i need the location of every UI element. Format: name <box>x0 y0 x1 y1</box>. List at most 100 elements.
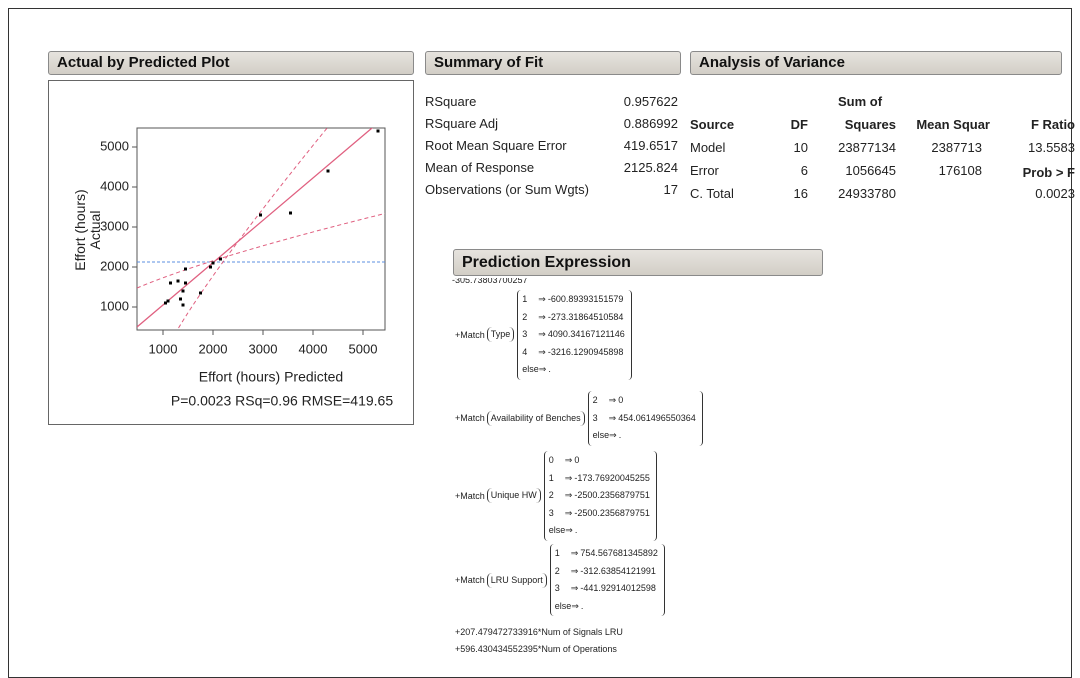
case-value: -273.31864510584 <box>547 311 624 322</box>
else-label: else <box>548 525 566 535</box>
section-header[interactable]: Actual by Predicted Plot <box>48 51 414 75</box>
point <box>219 257 222 261</box>
y-tick-label: 1000 <box>100 298 129 313</box>
match-case: 1 ⇒ 754.567681345892 <box>555 545 658 563</box>
case-level: 2 <box>548 490 554 500</box>
arrow: ⇒ <box>570 583 579 593</box>
case-value: -2500.2356879751 <box>574 507 650 518</box>
arrow: ⇒ <box>609 430 617 440</box>
case-value: -3216.1290945898 <box>547 346 624 357</box>
plot-area <box>137 128 385 330</box>
arrow: ⇒ <box>608 412 617 423</box>
match-variable: Unique HW <box>486 488 541 504</box>
match-case: 2 ⇒ 0 <box>593 392 696 410</box>
case-value: 754.567681345892 <box>580 548 658 558</box>
section-header[interactable]: Analysis of Variance <box>690 51 1062 75</box>
match-prefix: +Match <box>455 329 485 340</box>
x-tick-label: 4000 <box>299 341 328 356</box>
anova-cell: 16 <box>793 186 808 201</box>
arrow: ⇒ <box>570 565 579 576</box>
anova-cell: Error <box>690 163 719 178</box>
column-header: Mean Squar <box>916 117 990 132</box>
intercept: -305.73803700257 <box>452 275 528 285</box>
section-header[interactable]: Prediction Expression <box>453 249 823 276</box>
point <box>259 213 262 217</box>
match-variable: Availability of Benches <box>486 410 585 426</box>
match-else: else⇒. <box>549 522 650 540</box>
column-header: Source <box>690 117 735 132</box>
match-else: else⇒. <box>593 427 696 445</box>
case-level: 2 <box>554 565 560 576</box>
fit-value: 0.957622 <box>623 94 678 109</box>
x-axis-label: Effort (hours) Predicted <box>199 369 343 385</box>
match-cases: 1 ⇒ -600.89393151579 2 ⇒ -273.31864510584 3 ⇒ 40… <box>517 290 632 380</box>
match-cases: 2 ⇒ 0 3 ⇒ 454.061496550364 else⇒. <box>587 391 703 446</box>
case-value: 4090.34167121146 <box>547 329 625 339</box>
section-header[interactable]: Summary of Fit <box>425 51 681 75</box>
point <box>376 129 380 133</box>
missing: . <box>618 430 622 440</box>
anova-cell: 1056645 <box>845 163 896 178</box>
else-label: else <box>592 430 610 440</box>
y-tick-label: 2000 <box>100 258 129 273</box>
case-level: 3 <box>522 329 528 339</box>
case-level: 4 <box>522 346 528 357</box>
column-header: Squares <box>844 117 896 132</box>
fit-value: 2125.824 <box>623 160 678 175</box>
point <box>326 169 330 173</box>
fit-label: Mean of Response <box>425 160 535 175</box>
match-case: 3 ⇒ -2500.2356879751 <box>549 505 650 523</box>
y-tick-label: 3000 <box>100 218 129 233</box>
arrow: ⇒ <box>538 346 546 357</box>
match-case: 4 ⇒ -3216.1290945898 <box>522 344 624 362</box>
column-header: DF <box>790 117 808 132</box>
match-cases: 1 ⇒ 754.567681345892 2 ⇒ -312.63854121991 3 ⇒ -4… <box>549 544 665 616</box>
plot-footer: P=0.0023 RSq=0.96 RMSE=419.65 <box>171 393 393 409</box>
anova-cell: 176108 <box>938 163 982 178</box>
arrow: ⇒ <box>538 329 546 339</box>
arrow: ⇒ <box>564 472 573 483</box>
case-value: -600.89393151579 <box>547 294 624 304</box>
missing: . <box>548 364 551 374</box>
case-level: 0 <box>548 455 554 465</box>
case-level: 2 <box>522 311 528 322</box>
case-value: -2500.2356879751 <box>574 490 650 500</box>
match-block: +Match LRU Support 1 ⇒ 754.567681345892 2 ⇒ -31… <box>455 544 665 616</box>
fit-label: Root Mean Square Error <box>425 138 567 153</box>
match-block: +Match Unique HW 0 ⇒ 0 1 ⇒ -173.76920045255 2 ⇒ -2… <box>455 451 657 541</box>
match-case: 3 ⇒ 4090.34167121146 <box>522 326 624 344</box>
missing: . <box>574 525 578 535</box>
case-level: 2 <box>592 395 598 405</box>
y-axis-label: Effort (hours) Actual <box>72 189 103 271</box>
match-block: +Match Availability of Benches 2 ⇒ 0 3 ⇒ 454.06… <box>455 391 703 446</box>
arrow: ⇒ <box>564 507 573 518</box>
match-variable: LRU Support <box>486 572 547 588</box>
term: +207.479472733916*Num of Signals LRU <box>455 627 623 637</box>
y-tick-label: 4000 <box>100 178 129 193</box>
x-tick-label: 5000 <box>349 341 378 356</box>
match-else: else⇒. <box>522 361 624 379</box>
point <box>211 261 215 265</box>
point <box>181 289 185 293</box>
anova-cell: 0.0023 <box>1035 186 1075 201</box>
point <box>169 281 172 285</box>
point <box>199 291 202 295</box>
case-level: 1 <box>554 548 560 558</box>
x-tick-label: 2000 <box>199 341 228 356</box>
arrow: ⇒ <box>538 364 547 374</box>
point <box>289 211 292 215</box>
fit-value: 17 <box>663 182 678 197</box>
case-level: 3 <box>548 507 554 518</box>
anova-cell: C. Total <box>690 186 734 201</box>
anova-cell: 6 <box>800 163 808 178</box>
case-value: -312.63854121991 <box>580 565 656 576</box>
case-value: 0 <box>574 455 580 465</box>
case-value: -441.92914012598 <box>580 583 656 593</box>
fit-label: Observations (or Sum Wgts) <box>425 182 589 197</box>
case-level: 3 <box>554 583 560 593</box>
anova-cell: Model <box>690 140 726 155</box>
fit-line <box>137 128 374 328</box>
arrow: ⇒ <box>564 490 573 500</box>
anova-cell: 10 <box>793 140 808 155</box>
